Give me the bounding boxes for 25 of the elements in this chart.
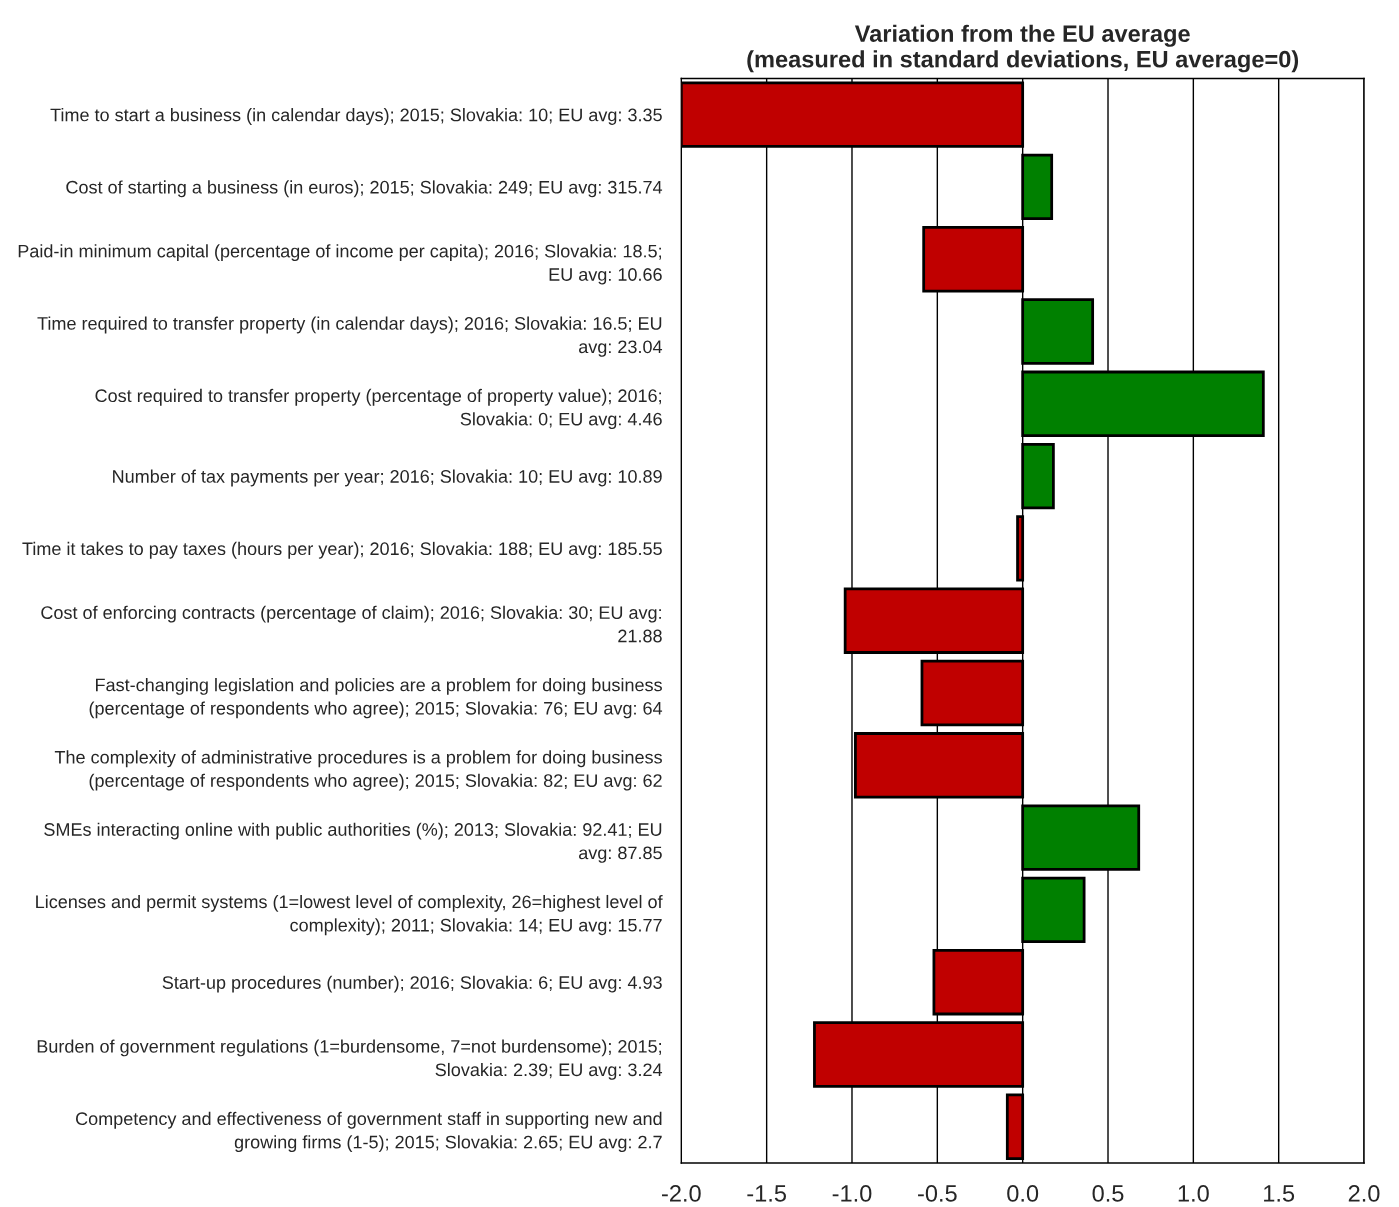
y-tick-label: SMEs interacting online with public authorities (%); 2013; Slovakia: 92.41; EU avg: 87.85 [44,822,662,863]
y-tick-label: Fast-changing legislation and policies are a problem for doing business (percentage of respondents who agree); 2015; Slovakia: 76; EU avg: 64 [89,678,663,719]
y-tick-label: The complexity of administrative procedures is a problem for doing business (percentage of respondents who agree); 2015; Slovakia: 82; EU avg: 62 [54,750,662,791]
y-tick-label: Competency and effectiveness of government staff in supporting new and growing firms (1-5); 2015; Slovakia: 2.65; EU avg: 2.7 [76,1111,662,1153]
x-tick-label: 2.0 [1348,1185,1380,1202]
chart-title: Variation from the EU average (measured in standard deviations, EU average=0) [747,24,1299,73]
x-tick-label: -0.5 [918,1185,957,1202]
x-tick-label: -1.5 [747,1185,787,1202]
y-tick-label: Paid-in minimum capital (percentage of income per capita); 2016; Slovakia: 18.5; EU avg: 10.66 [18,244,662,285]
x-tick-label: -2.0 [662,1185,701,1202]
y-tick-label: Cost of starting a business (in euros); 2015; Slovakia: 249; EU avg: 315.74 [66,180,663,198]
y-tick-label: Burden of government regulations (1=burdensome, 7=not burdensome); 2015; Slovakia: 2.39; EU avg: 3.24 [37,1039,663,1080]
x-tick-label: -1.0 [832,1185,872,1202]
y-tick-label: Time it takes to pay taxes (hours per year); 2016; Slovakia: 188; EU avg: 185.55 [22,541,662,559]
x-tick-label: 0.5 [1092,1185,1124,1202]
y-tick-label: Cost required to transfer property (percentage of property value); 2016; Slovakia: 0; EU avg: 4.46 [95,388,662,430]
y-tick-label: Cost of enforcing contracts (percentage of claim); 2016; Slovakia: 30; EU avg: 21.88 [41,605,662,643]
x-tick-label: 1.0 [1178,1185,1209,1202]
y-tick-label: Start-up procedures (number); 2016; Slovakia: 6; EU avg: 4.93 [162,975,662,993]
y-tick-label: Licenses and permit systems (1=lowest level of complexity, 26=highest level of complexity); 2011; Slovakia: 14; EU avg: 15.77 [36,894,663,936]
y-tick-label: Number of tax payments per year; 2016; Slovakia: 10; EU avg: 10.89 [113,469,662,487]
y-tick-label: Time to start a business (in calendar days); 2015; Slovakia: 10; EU avg: 3.35 [50,108,662,125]
x-tick-label: 0.0 [1007,1185,1039,1202]
x-tick-label: 1.5 [1264,1185,1295,1202]
y-tick-label: Time required to transfer property (in calendar days); 2016; Slovakia: 16.5; EU avg: 23.04 [37,316,663,357]
